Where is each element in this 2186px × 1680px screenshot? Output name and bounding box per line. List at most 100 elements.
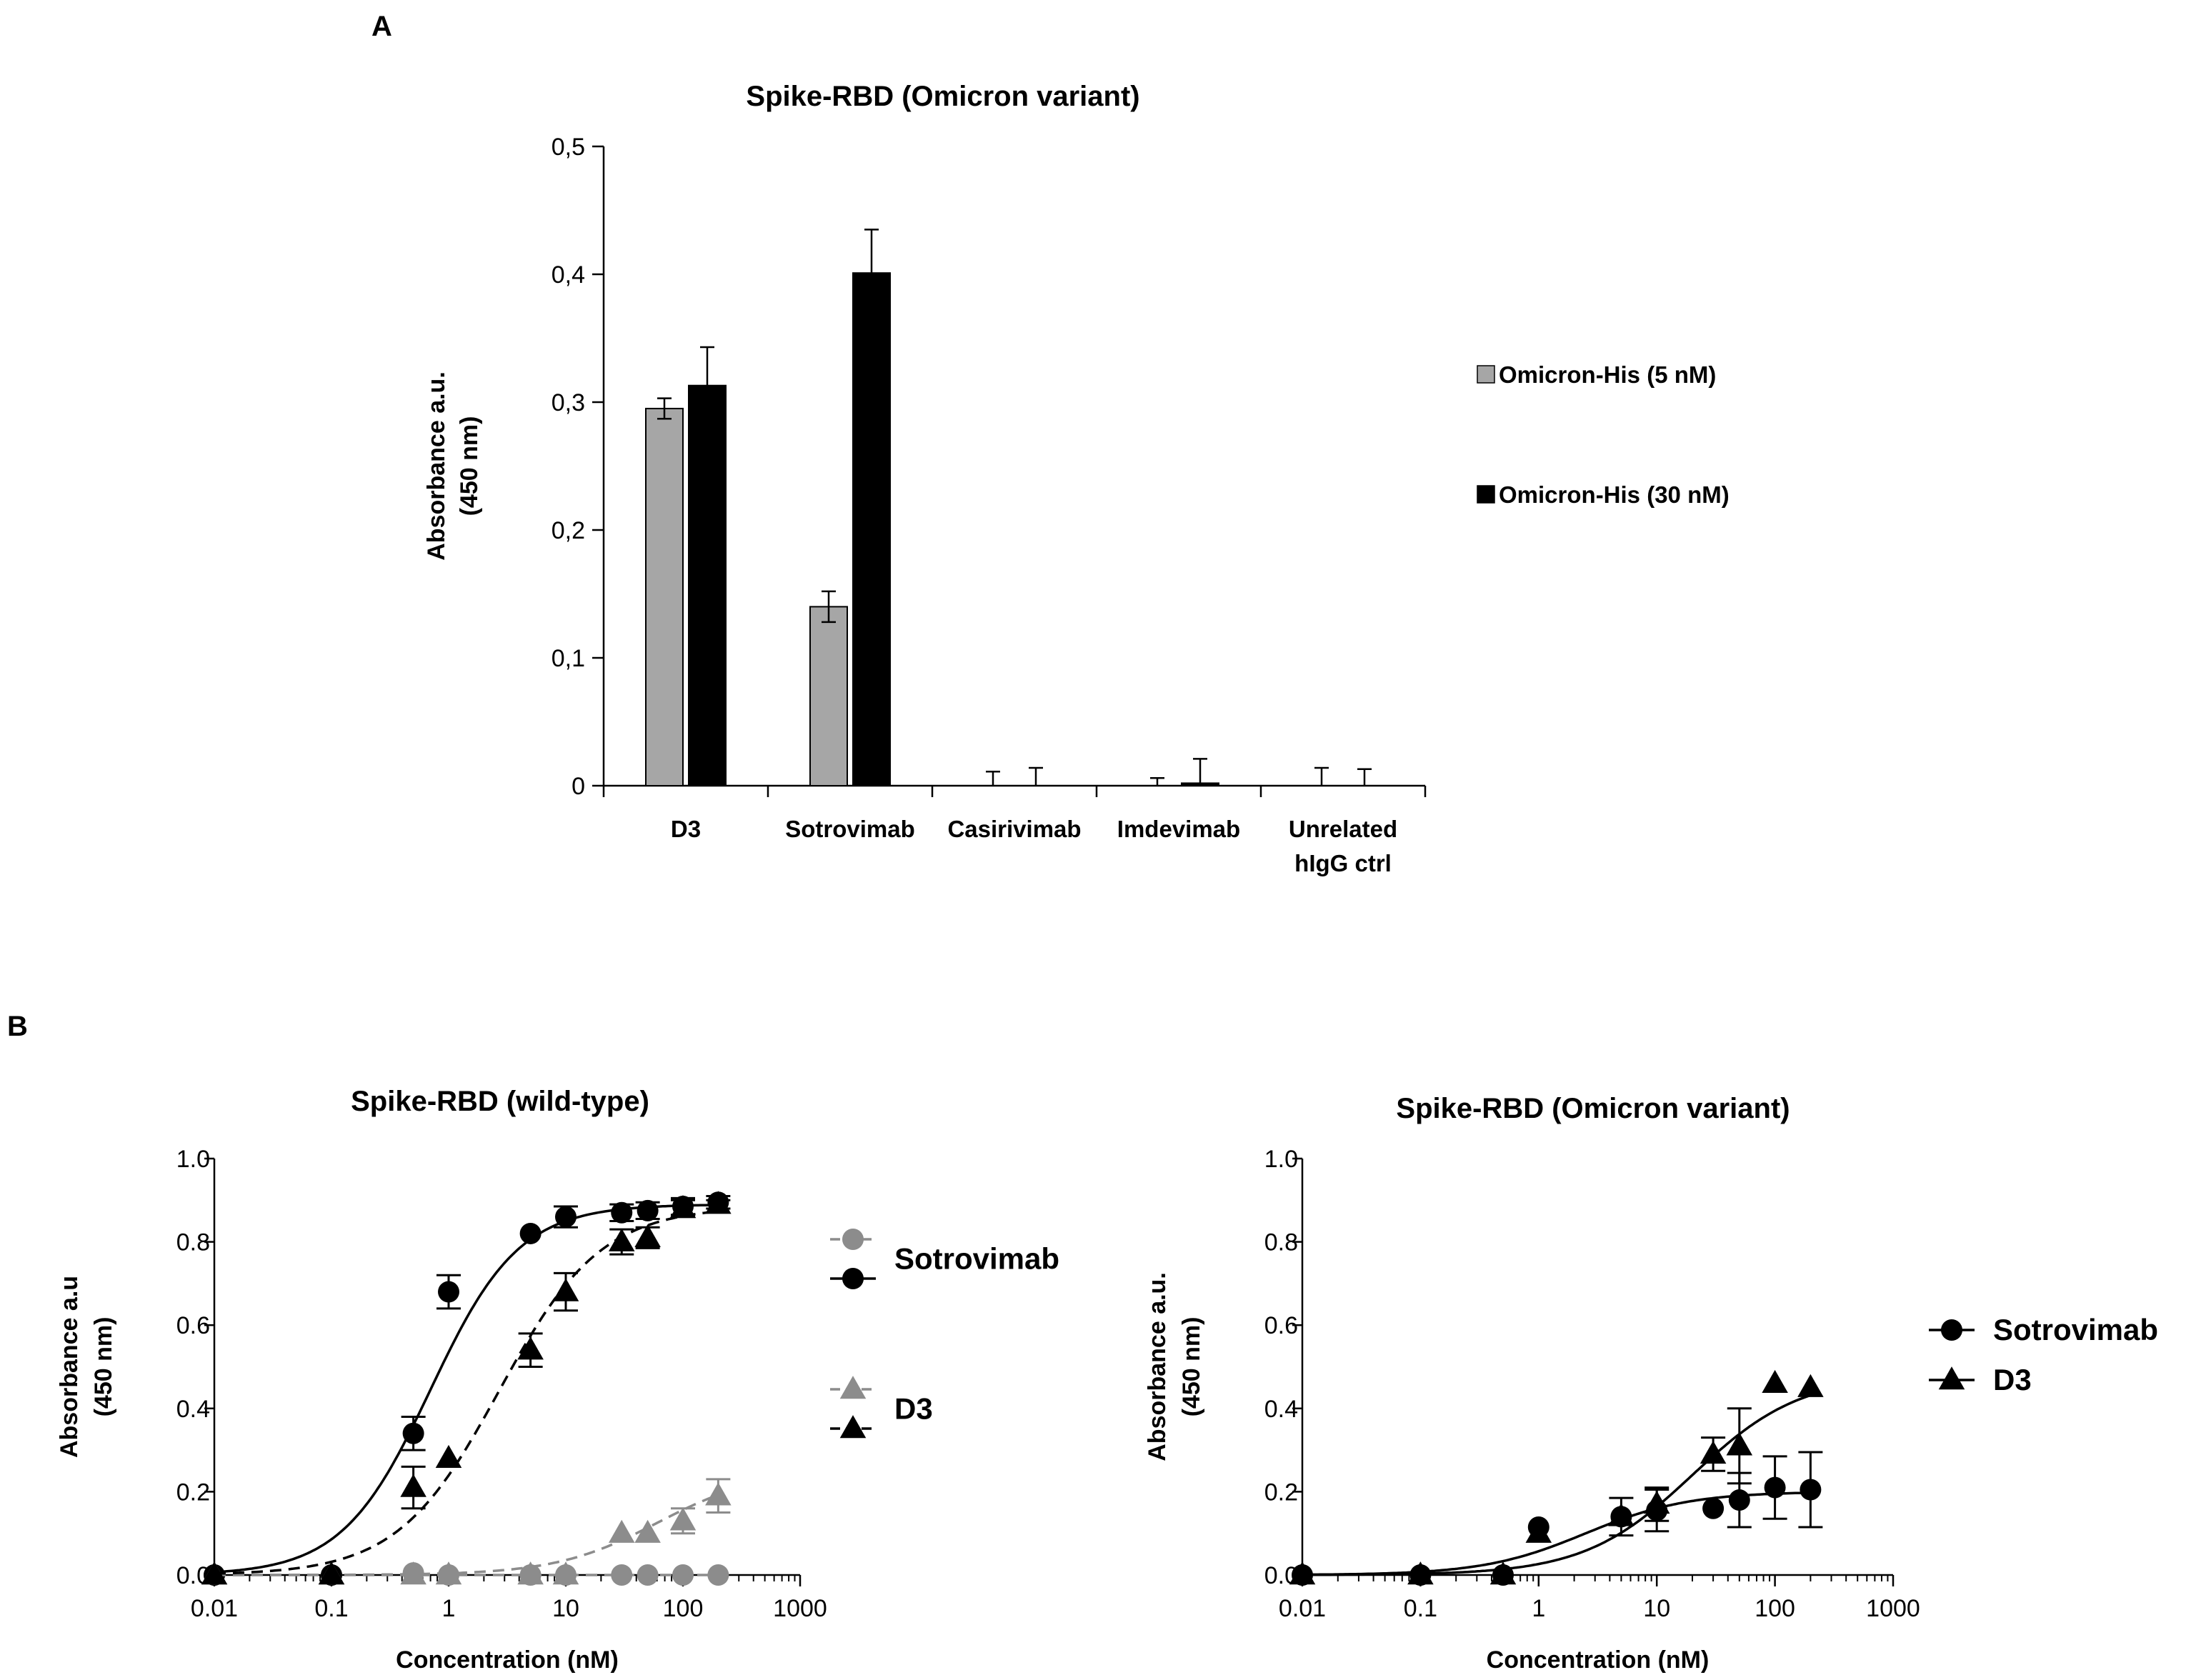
chart-title: Spike-RBD (wild-type): [351, 1086, 649, 1117]
data-point-d3-grey: [400, 1561, 426, 1585]
legend-marker: [1938, 1366, 1965, 1390]
x-tick-label: 1000: [773, 1595, 827, 1622]
chart-title: Spike-RBD (Omicron variant): [746, 81, 1139, 112]
data-point-d3: [1289, 1561, 1316, 1585]
x-axis-title: Concentration (nM): [1487, 1646, 1710, 1674]
data-point-sotrovimab: [1800, 1479, 1822, 1501]
data-point-d3-grey: [552, 1561, 579, 1585]
chart-title: Spike-RBD (Omicron variant): [1396, 1093, 1790, 1124]
legend-label: Sotrovimab: [1993, 1313, 2158, 1346]
x-tick-label: 100: [663, 1595, 704, 1622]
data-point-d3: [1525, 1519, 1552, 1543]
y-axis-title: Absorbance a.u: [56, 1276, 83, 1458]
x-category-label: hIgG ctrl: [1294, 850, 1392, 876]
x-category-label: Imdevimab: [1117, 816, 1240, 842]
legend-marker: [842, 1268, 864, 1289]
data-point-d3: [1489, 1561, 1517, 1585]
legend-label: D3: [894, 1392, 933, 1426]
x-category-label: Unrelated: [1289, 816, 1397, 842]
legend-label: Sotrovimab: [894, 1242, 1059, 1276]
data-point-d3: [1797, 1374, 1824, 1397]
bar: [1181, 782, 1219, 787]
data-point-sotrovimab-black: [611, 1201, 633, 1224]
data-point-d3-black: [705, 1191, 732, 1214]
fit-curve-d3-grey: [214, 1494, 719, 1576]
legend-marker: [1941, 1319, 1962, 1341]
x-axis-title: Concentration (nM): [396, 1646, 619, 1674]
y-tick-label: 0.4: [176, 1396, 210, 1423]
x-tick-label: 0.01: [1279, 1595, 1326, 1622]
y-tick-label: 0.8: [1264, 1229, 1298, 1256]
data-point-d3-grey: [669, 1507, 697, 1531]
data-point-sotrovimab-grey: [672, 1564, 694, 1586]
y-axis-title-unit: (450 nm): [456, 416, 483, 516]
bar: [852, 272, 891, 786]
y-tick-label: 0,2: [552, 517, 585, 544]
legend-label: Omicron-His (5 nM): [1499, 361, 1716, 388]
x-tick-label: 1000: [1866, 1595, 1920, 1622]
data-point-sotrovimab: [1764, 1476, 1786, 1499]
x-category-label: Casirivimab: [947, 816, 1081, 842]
data-point-sotrovimab-grey: [611, 1564, 633, 1586]
x-tick-label: 0.1: [314, 1595, 348, 1622]
data-point-d3: [1700, 1441, 1727, 1464]
curve-chart-omicron: Spike-RBD (Omicron variant)0.00.20.40.60…: [1144, 1093, 2158, 1674]
x-tick-label: 100: [1755, 1595, 1795, 1622]
data-point-d3-grey: [435, 1561, 462, 1585]
y-tick-label: 1.0: [176, 1146, 210, 1173]
y-tick-label: 0,5: [552, 134, 585, 161]
data-point-d3-black: [318, 1561, 345, 1585]
fit-curve-d3: [1302, 1394, 1811, 1576]
data-point-d3-grey: [608, 1519, 635, 1543]
data-point-sotrovimab-black: [555, 1206, 577, 1228]
data-point-d3-black: [517, 1336, 544, 1360]
y-axis-title: Absorbance a.u.: [1144, 1272, 1171, 1461]
bar: [645, 407, 684, 786]
data-point-d3-black: [552, 1278, 579, 1301]
x-tick-label: 10: [552, 1595, 579, 1622]
data-point-d3-grey: [634, 1519, 661, 1543]
legend-marker: [839, 1415, 867, 1439]
y-tick-label: 0.6: [176, 1312, 210, 1339]
panel-label-b: B: [7, 1011, 28, 1042]
legend-marker: [839, 1376, 867, 1399]
x-tick-label: 1: [1532, 1595, 1545, 1622]
data-point-sotrovimab-black: [519, 1222, 541, 1244]
y-tick-label: 0: [572, 773, 585, 800]
y-tick-label: 0.2: [1264, 1479, 1298, 1506]
y-axis-title-unit: (450 nm): [90, 1317, 117, 1417]
x-category-label: D3: [671, 816, 701, 842]
y-tick-label: 0.6: [1264, 1312, 1298, 1339]
data-point-d3-black: [435, 1444, 462, 1468]
data-point-d3: [1608, 1503, 1634, 1526]
data-point-d3: [1726, 1432, 1753, 1456]
legend-label: D3: [1993, 1363, 2032, 1396]
data-point-d3: [1407, 1561, 1434, 1585]
legend-marker: [842, 1229, 864, 1250]
fit-curve-d3-black: [214, 1210, 719, 1575]
bar: [809, 606, 848, 787]
fit-curve-sotrovimab-black: [214, 1204, 719, 1574]
y-tick-label: 0,4: [552, 261, 585, 289]
y-tick-label: 0.8: [176, 1229, 210, 1256]
data-point-d3-black: [669, 1195, 697, 1219]
data-point-sotrovimab-black: [402, 1422, 424, 1444]
legend-label: Omicron-His (30 nM): [1499, 481, 1730, 508]
y-tick-label: 0.4: [1264, 1396, 1298, 1423]
data-point-sotrovimab-black: [637, 1199, 659, 1221]
data-point-d3-black: [400, 1474, 426, 1497]
data-point-sotrovimab: [1702, 1497, 1725, 1519]
data-point-d3-grey: [517, 1561, 544, 1585]
y-tick-label: 0,1: [552, 645, 585, 672]
y-axis-title: Absorbance a.u.: [423, 371, 450, 561]
data-point-d3-black: [608, 1228, 635, 1251]
y-tick-label: 0.2: [176, 1479, 210, 1506]
y-axis-title-unit: (450 nm): [1178, 1317, 1205, 1417]
data-point-d3: [1643, 1490, 1670, 1514]
x-tick-label: 0.01: [191, 1595, 238, 1622]
y-tick-label: 0,3: [552, 389, 585, 416]
bar: [688, 384, 727, 786]
x-tick-label: 10: [1643, 1595, 1670, 1622]
panel-label-a: A: [371, 11, 392, 42]
